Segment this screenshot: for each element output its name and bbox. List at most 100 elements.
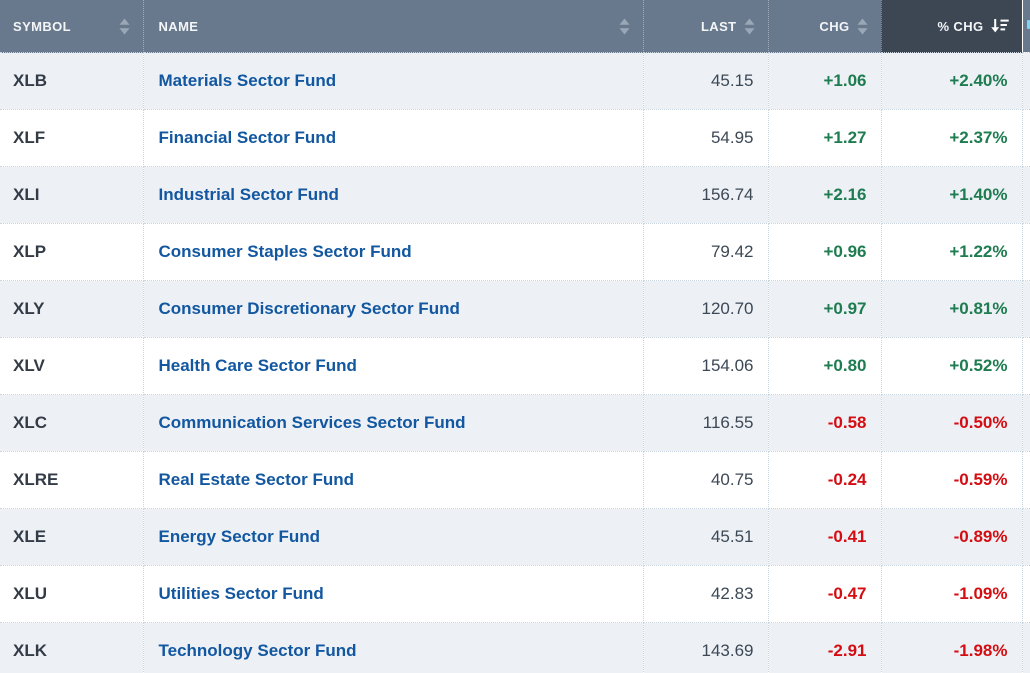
last-value: 42.83	[710, 584, 754, 603]
fund-name-link[interactable]: Real Estate Sector Fund	[158, 470, 355, 489]
clipped-next-column-cell	[1022, 394, 1030, 452]
table-header-row: SYMBOL NAME LAST CHG % CHG	[0, 0, 1030, 53]
table-row-XLI: XLI Industrial Sector Fund 156.74 +2.16 +1.4…	[0, 166, 1030, 224]
symbol-cell: XLC	[0, 394, 144, 452]
pct-chg-value: +1.22%	[949, 242, 1008, 261]
last-cell: 143.69	[643, 622, 769, 673]
chg-cell: +2.16	[768, 166, 882, 224]
column-label-name: NAME	[158, 18, 199, 34]
column-header-last[interactable]: LAST	[643, 0, 769, 53]
chg-cell: +0.80	[768, 337, 882, 395]
fund-name-link[interactable]: Financial Sector Fund	[158, 128, 337, 147]
chg-cell: +0.96	[768, 223, 882, 281]
fund-name-link[interactable]: Utilities Sector Fund	[158, 584, 324, 603]
symbol-cell: XLY	[0, 280, 144, 338]
symbol-cell: XLV	[0, 337, 144, 395]
chg-value: -0.47	[827, 584, 867, 603]
name-cell: Financial Sector Fund	[143, 109, 644, 167]
pct-chg-cell: +0.52%	[881, 337, 1023, 395]
table-row-XLU: XLU Utilities Sector Fund 42.83 -0.47 -1.09%	[0, 565, 1030, 623]
chg-cell: -0.47	[768, 565, 882, 623]
symbol-cell: XLRE	[0, 451, 144, 509]
sort-both-icon	[119, 18, 130, 35]
pct-chg-value: -0.59%	[953, 470, 1008, 489]
chg-value: +0.97	[823, 299, 867, 318]
fund-name-link[interactable]: Consumer Staples Sector Fund	[158, 242, 412, 261]
clipped-next-column-cell	[1022, 223, 1030, 281]
last-cell: 40.75	[643, 451, 769, 509]
pct-chg-cell: +2.40%	[881, 52, 1023, 110]
sort-both-icon	[744, 18, 755, 35]
last-value: 45.15	[710, 71, 754, 90]
clipped-next-column-cell	[1022, 52, 1030, 110]
pct-chg-cell: -0.59%	[881, 451, 1023, 509]
pct-chg-value: +2.37%	[949, 128, 1008, 147]
symbol-text: XLY	[13, 299, 45, 318]
pct-chg-cell: +1.40%	[881, 166, 1023, 224]
pct-chg-cell: +1.22%	[881, 223, 1023, 281]
last-cell: 154.06	[643, 337, 769, 395]
chg-value: +1.06	[823, 71, 867, 90]
fund-name-link[interactable]: Technology Sector Fund	[158, 641, 357, 660]
last-value: 116.55	[702, 413, 754, 432]
fund-name-link[interactable]: Health Care Sector Fund	[158, 356, 357, 375]
column-header-name[interactable]: NAME	[143, 0, 644, 53]
last-value: 54.95	[710, 128, 754, 147]
last-value: 79.42	[710, 242, 754, 261]
last-value: 154.06	[701, 356, 754, 375]
chg-value: -0.58	[827, 413, 867, 432]
column-label-symbol: SYMBOL	[13, 18, 72, 34]
symbol-cell: XLU	[0, 565, 144, 623]
name-cell: Consumer Discretionary Sector Fund	[143, 280, 644, 338]
pct-chg-value: -0.89%	[953, 527, 1008, 546]
name-cell: Consumer Staples Sector Fund	[143, 223, 644, 281]
fund-name-link[interactable]: Communication Services Sector Fund	[158, 413, 466, 432]
column-header-chg[interactable]: CHG	[768, 0, 882, 53]
table-row-XLP: XLP Consumer Staples Sector Fund 79.42 +0.9…	[0, 223, 1030, 281]
last-cell: 116.55	[643, 394, 769, 452]
clipped-next-column-header	[1022, 0, 1030, 53]
column-header-pct_chg[interactable]: % CHG	[881, 0, 1023, 53]
clipped-next-column-cell	[1022, 622, 1030, 673]
table-row-XLF: XLF Financial Sector Fund 54.95 +1.27 +2.37%	[0, 109, 1030, 167]
chg-value: -0.41	[827, 527, 867, 546]
name-cell: Energy Sector Fund	[143, 508, 644, 566]
clipped-next-column-cell	[1022, 451, 1030, 509]
sort-both-icon	[619, 18, 630, 35]
clipped-next-column-cell	[1022, 565, 1030, 623]
last-value: 40.75	[710, 470, 754, 489]
chg-value: -0.24	[827, 470, 867, 489]
pct-chg-cell: +0.81%	[881, 280, 1023, 338]
last-cell: 120.70	[643, 280, 769, 338]
table-row-XLB: XLB Materials Sector Fund 45.15 +1.06 +2.40%	[0, 52, 1030, 110]
column-label-chg: CHG	[819, 18, 850, 34]
last-cell: 42.83	[643, 565, 769, 623]
name-cell: Technology Sector Fund	[143, 622, 644, 673]
symbol-text: XLK	[13, 641, 47, 660]
name-cell: Industrial Sector Fund	[143, 166, 644, 224]
last-cell: 45.15	[643, 52, 769, 110]
name-cell: Utilities Sector Fund	[143, 565, 644, 623]
fund-name-link[interactable]: Materials Sector Fund	[158, 71, 337, 90]
symbol-cell: XLB	[0, 52, 144, 110]
pct-chg-cell: -1.98%	[881, 622, 1023, 673]
last-cell: 54.95	[643, 109, 769, 167]
table-row-XLC: XLC Communication Services Sector Fund 116…	[0, 394, 1030, 452]
table-row-XLY: XLY Consumer Discretionary Sector Fund 120…	[0, 280, 1030, 338]
fund-name-link[interactable]: Energy Sector Fund	[158, 527, 321, 546]
last-value: 45.51	[710, 527, 754, 546]
symbol-text: XLRE	[13, 470, 59, 489]
fund-name-link[interactable]: Industrial Sector Fund	[158, 185, 339, 204]
column-header-symbol[interactable]: SYMBOL	[0, 0, 144, 53]
fund-name-link[interactable]: Consumer Discretionary Sector Fund	[158, 299, 460, 318]
name-cell: Materials Sector Fund	[143, 52, 644, 110]
pct-chg-value: -1.09%	[953, 584, 1008, 603]
chg-cell: -0.41	[768, 508, 882, 566]
pct-chg-value: +1.40%	[949, 185, 1008, 204]
pct-chg-cell: -0.50%	[881, 394, 1023, 452]
symbol-text: XLE	[13, 527, 47, 546]
pct-chg-cell: -1.09%	[881, 565, 1023, 623]
chg-value: +0.80	[823, 356, 867, 375]
symbol-text: XLB	[13, 71, 47, 90]
